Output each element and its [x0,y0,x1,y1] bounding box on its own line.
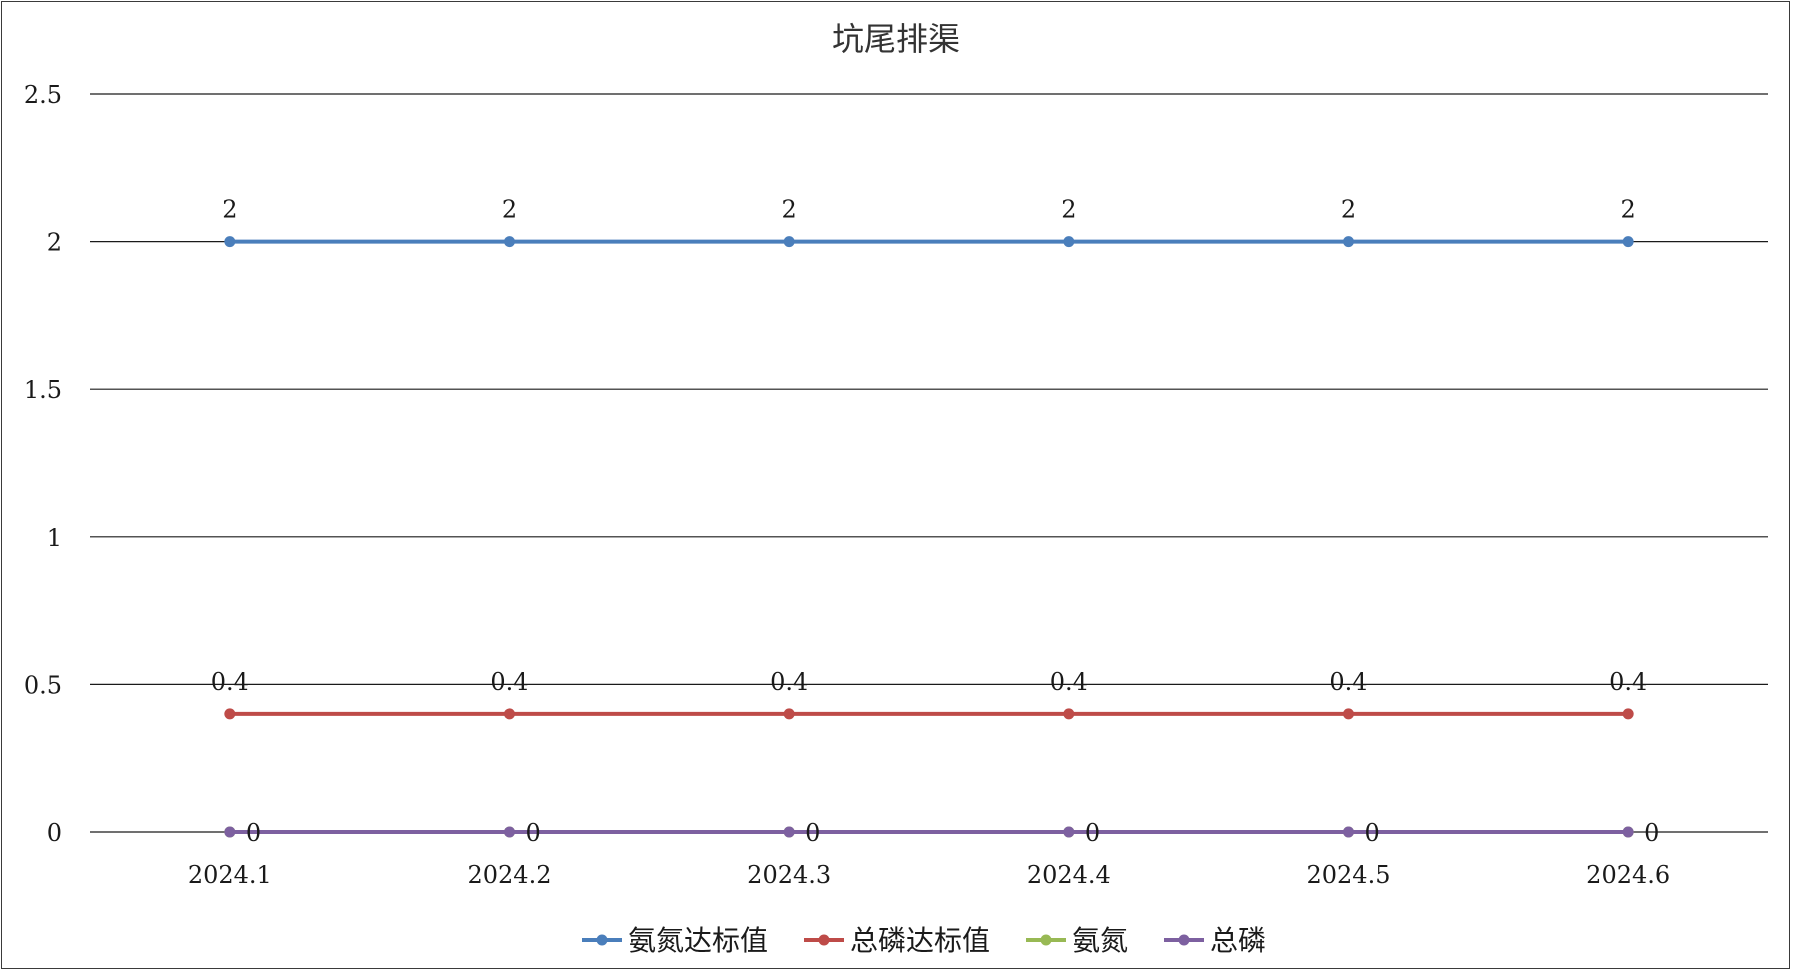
data-point[interactable] [504,708,515,720]
legend-marker [1040,934,1052,946]
legend-item-3[interactable]: 总磷 [1164,924,1266,957]
data-label: 0 [526,819,541,847]
legend-label: 总磷达标值 [850,924,990,957]
legend-item-1[interactable]: 总磷达标值 [804,924,990,957]
data-label: 0.4 [1609,668,1647,696]
data-label: 0 [805,819,820,847]
data-label: 0.4 [1329,668,1367,696]
y-tick-label: 0.5 [24,671,62,699]
data-point[interactable] [1343,826,1354,838]
data-label: 0 [1644,819,1659,847]
series-layer [224,236,1634,838]
chart-title: 坑尾排渠 [832,20,960,58]
y-tick-label: 1 [47,524,62,552]
legend-marker [596,934,608,946]
y-tick-label: 1.5 [24,376,62,404]
legend-label: 氨氮 [1072,924,1128,957]
legend-item-0[interactable]: 氨氮达标值 [582,924,768,957]
data-point[interactable] [783,708,795,720]
data-label: 0 [246,819,261,847]
data-point[interactable] [783,236,795,248]
data-point[interactable] [1622,236,1634,248]
data-point[interactable] [1343,708,1354,720]
data-label: 0 [1085,819,1100,847]
data-point[interactable] [504,826,515,838]
data-label: 2 [1621,196,1636,224]
data-point[interactable] [1063,236,1075,248]
legend-marker [818,934,830,946]
y-tick-label: 2.5 [24,81,62,109]
data-label: 2 [222,196,237,224]
legend-label: 总磷 [1210,924,1266,957]
data-labels: 2 2 2 2 2 2 0.4 0.4 0.4 0.4 0.4 0.4 0 0 0 0 0 0 [211,196,1660,847]
data-point[interactable] [224,708,236,720]
data-point[interactable] [224,236,236,248]
data-point[interactable] [1622,708,1634,720]
series-3 [224,826,1634,838]
x-tick-label: 2024.2 [468,861,552,889]
data-point[interactable] [783,826,795,838]
data-point[interactable] [1063,708,1075,720]
y-axis-ticks: 0 0.5 1 1.5 2 2.5 [24,81,62,847]
series-0 [224,236,1634,248]
data-point[interactable] [1622,826,1634,838]
x-tick-label: 2024.3 [747,861,831,889]
grid-lines [90,93,1768,833]
legend[interactable]: 氨氮达标值 总磷达标值 氨氮 总磷 [582,924,1266,957]
data-label: 2 [1341,196,1356,224]
x-tick-label: 2024.5 [1307,861,1391,889]
data-label: 0.4 [211,668,249,696]
x-tick-label: 2024.1 [188,861,272,889]
legend-label: 氨氮达标值 [628,924,768,957]
legend-item-2[interactable]: 氨氮 [1026,924,1128,957]
data-point[interactable] [1063,826,1075,838]
data-label: 2 [1061,196,1076,224]
y-tick-label: 2 [47,229,62,257]
x-tick-label: 2024.4 [1027,861,1111,889]
data-label: 0.4 [490,668,528,696]
data-point[interactable] [504,236,515,248]
data-label: 0 [1365,819,1380,847]
y-tick-label: 0 [47,819,62,847]
data-label: 0.4 [770,668,808,696]
series-1 [224,708,1634,720]
data-label: 2 [782,196,797,224]
data-point[interactable] [224,826,236,838]
x-tick-label: 2024.6 [1586,861,1670,889]
x-axis-ticks: 2024.1 2024.2 2024.3 2024.4 2024.5 2024.6 [188,861,1670,889]
data-label: 2 [502,196,517,224]
data-label: 0.4 [1050,668,1088,696]
data-point[interactable] [1343,236,1354,248]
legend-marker [1178,934,1190,946]
